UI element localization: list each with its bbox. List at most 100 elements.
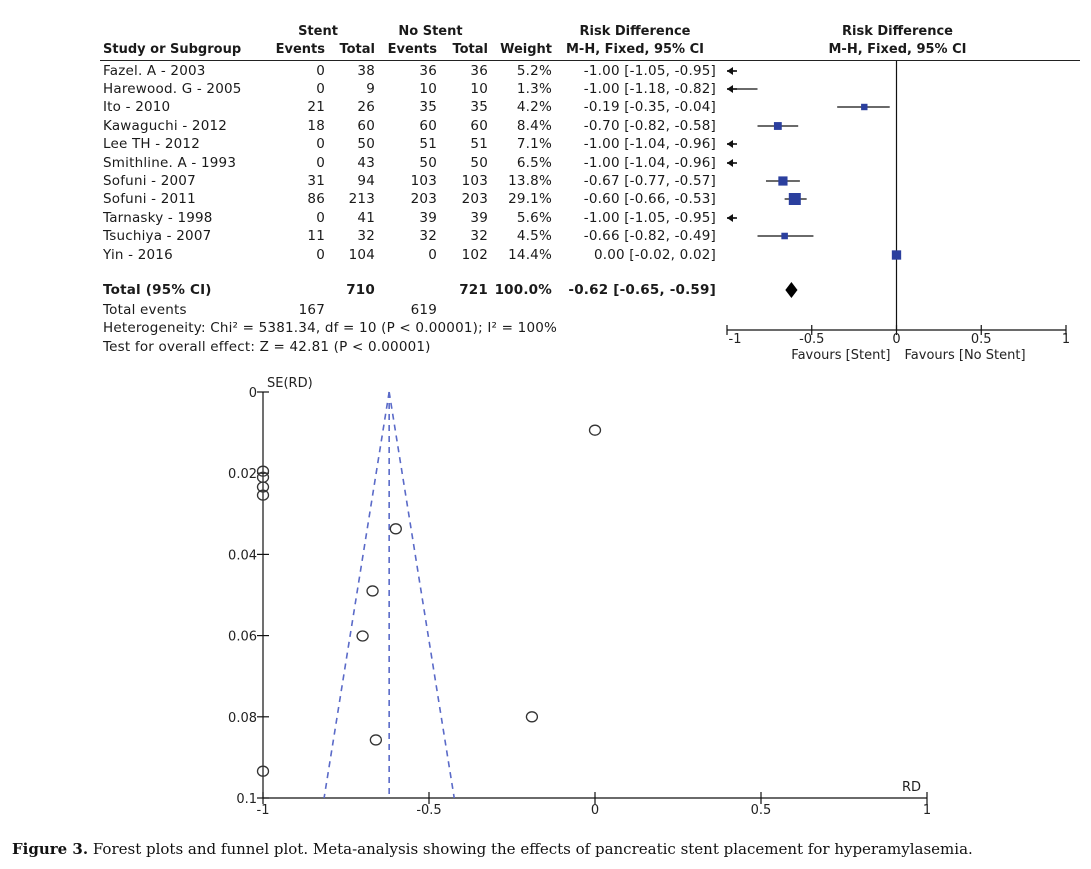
- study-marker: [773, 122, 782, 130]
- events-no-stent: 32: [419, 228, 437, 244]
- events-no-stent: 103: [410, 173, 437, 189]
- funnel-point: [525, 711, 539, 723]
- weight: 1.3%: [516, 81, 552, 97]
- weight: 5.6%: [516, 210, 552, 226]
- header-group-no-stent: No Stent: [398, 24, 463, 39]
- funnel-point: [256, 465, 270, 477]
- total-stent: 32: [357, 228, 375, 244]
- funnel-point: [256, 489, 270, 501]
- header-rd-sub: M-H, Fixed, 95% CI: [565, 42, 704, 57]
- weight: 4.2%: [516, 99, 552, 115]
- total-stent: 94: [357, 173, 375, 189]
- total-no-stent: 35: [470, 99, 488, 115]
- total-no-stent: 10: [470, 81, 488, 97]
- total-weight: 100.0%: [494, 282, 552, 298]
- risk-difference-ci: -1.00 [-1.05, -0.95]: [583, 63, 716, 79]
- total-stent: 50: [357, 136, 375, 152]
- events-no-stent: 0: [428, 247, 437, 263]
- funnel-x-tick-label: 0: [591, 803, 599, 818]
- funnel-ci-right-line: [388, 391, 456, 799]
- study-name: Yin - 2016: [103, 247, 173, 263]
- events-stent: 11: [307, 228, 325, 244]
- events-stent: 0: [316, 81, 325, 97]
- header-study: Study or Subgroup: [103, 42, 242, 57]
- total-no-stent: 39: [470, 210, 488, 226]
- study-name: Tarnasky - 1998: [103, 210, 213, 226]
- total-stent: 60: [357, 118, 375, 134]
- total-stent: 26: [357, 99, 375, 115]
- events-no-stent: 10: [419, 81, 437, 97]
- header-weight: Weight: [500, 42, 552, 57]
- study-name: Fazel. A - 2003: [103, 63, 206, 79]
- total-no-stent: 721: [459, 282, 488, 298]
- weight: 4.5%: [516, 228, 552, 244]
- header-total-stent: Total: [339, 42, 375, 57]
- caption-text: Forest plots and funnel plot. Meta-analy…: [88, 840, 973, 858]
- funnel-point: [366, 585, 379, 597]
- header-plot-top: Risk Difference: [842, 24, 953, 39]
- total-stent: 213: [348, 191, 375, 207]
- funnel-y-tick-label: 0.08: [228, 711, 257, 726]
- events-stent: 21: [307, 99, 325, 115]
- total-no-stent: 32: [470, 228, 488, 244]
- forest-x-tick-label: 1: [1062, 332, 1070, 347]
- funnel-x-tick-label: -1: [257, 803, 270, 818]
- forest-plot: -1 -0.5 0 0.5 1 Favours [Stent] Favours [No St…: [726, 61, 1070, 363]
- total-no-stent: 103: [461, 173, 488, 189]
- study-name: Ito - 2010: [103, 99, 171, 115]
- risk-difference-ci: -1.00 [-1.04, -0.96]: [583, 136, 716, 152]
- events-stent: 0: [316, 155, 325, 171]
- total-events-label: Total events: [103, 302, 187, 318]
- favours-left-label: Favours [Stent]: [791, 348, 890, 363]
- total-no-stent: 60: [470, 118, 488, 134]
- funnel-x-tick-label: 1: [923, 803, 931, 818]
- events-no-stent: 50: [419, 155, 437, 171]
- funnel-y-axis-label: SE(RD): [267, 376, 313, 391]
- risk-difference-ci: -0.67 [-0.77, -0.57]: [583, 173, 716, 189]
- total-no-stent: 50: [470, 155, 488, 171]
- funnel-point: [256, 481, 270, 493]
- study-marker: [891, 250, 902, 260]
- total-no-stent: 203: [461, 191, 488, 207]
- risk-difference-ci: 0.00 [-0.02, 0.02]: [593, 247, 716, 263]
- events-no-stent: 60: [419, 118, 437, 134]
- total-stent: 38: [357, 63, 375, 79]
- pooled-diamond: [785, 282, 798, 298]
- header-group-stent: Stent: [298, 24, 338, 39]
- funnel-x-axis-label: RD: [902, 780, 921, 795]
- funnel-point: [256, 765, 270, 777]
- total-stent: 104: [348, 247, 375, 263]
- funnel-y-tick-label: 0.02: [228, 467, 257, 482]
- total-stent: 710: [346, 282, 375, 298]
- weight: 5.2%: [516, 63, 552, 79]
- weight: 6.5%: [516, 155, 552, 171]
- total-stent: 41: [357, 210, 375, 226]
- caption-label: Figure 3.: [12, 840, 89, 858]
- funnel-y-tick-label: 0.06: [228, 630, 257, 645]
- forest-x-tick-label: 0: [892, 332, 900, 347]
- events-stent: 0: [316, 63, 325, 79]
- header-rd-top: Risk Difference: [579, 24, 691, 39]
- total-events-stent: 167: [298, 302, 325, 318]
- header-events-stent: Events: [275, 42, 325, 57]
- header-divider: [100, 60, 1080, 61]
- funnel-y-tick-label: 0.1: [236, 792, 257, 807]
- header-total-no-stent: Total: [452, 42, 488, 57]
- risk-difference-ci: -0.66 [-0.82, -0.49]: [583, 228, 716, 244]
- study-name: Harewood. G - 2005: [103, 81, 242, 97]
- weight: 8.4%: [516, 118, 552, 134]
- heterogeneity-text: Heterogeneity: Chi² = 5381.34, df = 10 (…: [103, 320, 558, 336]
- events-no-stent: 36: [419, 63, 437, 79]
- risk-difference-ci: -0.70 [-0.82, -0.58]: [583, 118, 716, 134]
- events-stent: 0: [316, 210, 325, 226]
- header-events-no-stent: Events: [387, 42, 437, 57]
- events-no-stent: 35: [419, 99, 437, 115]
- forest-x-tick-label: -0.5: [799, 332, 824, 347]
- risk-difference-ci: -0.60 [-0.66, -0.53]: [583, 191, 716, 207]
- study-name: Sofuni - 2011: [103, 191, 196, 207]
- total-ci: -0.62 [-0.65, -0.59]: [568, 282, 716, 298]
- study-name: Smithline. A - 1993: [103, 155, 237, 171]
- total-no-stent: 51: [470, 136, 488, 152]
- risk-difference-ci: -1.00 [-1.04, -0.96]: [583, 155, 716, 171]
- overall-effect-text: Test for overall effect: Z = 42.81 (P < …: [103, 339, 431, 355]
